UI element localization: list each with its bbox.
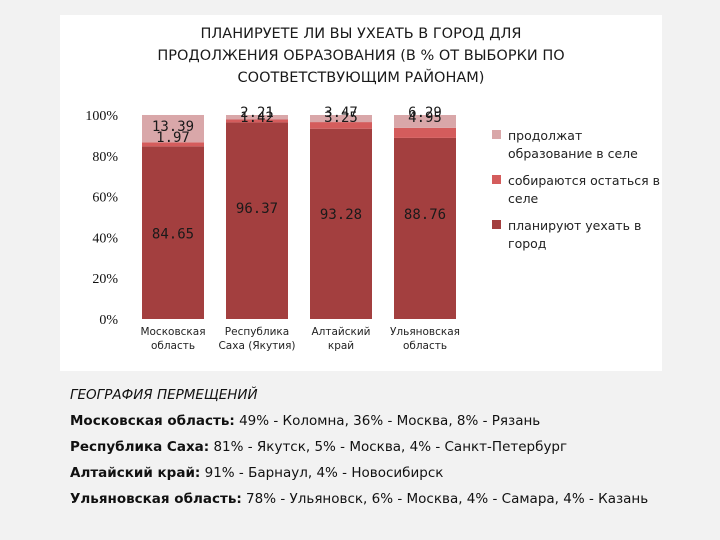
bar-segment [226, 119, 288, 123]
data-label-move-to-city: 93.28 [320, 207, 362, 223]
chart-title-line-1: ПЛАНИРУЕТЕ ЛИ ВЫ УХЕАТЬ В ГОРОД ДЛЯ [200, 26, 522, 42]
caption-region: Алтайский край: [70, 465, 201, 481]
data-label-continue-education: 13.39 [152, 119, 194, 135]
legend-label-stay-in-village: собираются остаться в селе [508, 173, 660, 206]
caption-text: 78% - Ульяновск, 6% - Москва, 4% - Самар… [241, 491, 649, 507]
chart-title-line-3: СООТВЕТСТВУЮЩИМ РАЙОНАМ) [237, 70, 485, 86]
y-tick-label: 20% [92, 272, 118, 287]
y-tick-label: 100% [85, 109, 118, 124]
legend-swatch-stay-in-village [492, 175, 501, 184]
data-label-stay-in-village: 1.42 [240, 110, 274, 126]
caption-row-ulyanovsk: Ульяновская область: 78% - Ульяновск, 6%… [70, 486, 710, 512]
legend-label-continue-education: продолжат образование в селе [508, 128, 638, 161]
category-label: область [403, 340, 447, 352]
bar-segment [226, 115, 288, 120]
data-label-stay-in-village: 1.97 [156, 130, 190, 146]
category-label: Республика [225, 326, 289, 338]
category-label: Саха (Якутия) [218, 340, 295, 352]
caption-region: Ульяновская область: [70, 491, 242, 507]
chart-panel: ПЛАНИРУЕТЕ ЛИ ВЫ УХЕАТЬ В ГОРОД ДЛЯ ПРОД… [60, 15, 662, 371]
category-label: область [151, 340, 195, 352]
category-label: Московская [140, 326, 205, 338]
caption-region: Московская область: [70, 413, 235, 429]
legend-swatch-move-to-city [492, 220, 501, 229]
data-label-move-to-city: 88.76 [404, 207, 446, 223]
data-label-move-to-city: 96.37 [236, 201, 278, 217]
y-tick-label: 40% [92, 231, 118, 246]
caption-row-moscow: Московская область: 49% - Коломна, 36% -… [70, 408, 710, 434]
bar-segment [394, 137, 456, 319]
bar-segment [226, 122, 288, 319]
data-label-stay-in-village: 3.25 [324, 110, 358, 126]
y-tick-label: 60% [92, 191, 118, 206]
bar-segment [310, 128, 372, 319]
caption-heading: ГЕОГРАФИЯ ПЕРМЕЩЕНИЙ [70, 387, 258, 403]
category-label: Алтайский [311, 326, 370, 338]
chart-title-line-2: ПРОДОЛЖЕНИЯ ОБРАЗОВАНИЯ (В % ОТ ВЫБОРКИ … [157, 48, 565, 64]
data-label-move-to-city: 84.65 [152, 227, 194, 243]
legend-label-move-to-city: планируют уехать в город [508, 218, 642, 251]
legend-swatch-continue-education [492, 130, 501, 139]
bar-segment [310, 115, 372, 123]
bar-segment [142, 114, 204, 143]
data-label-stay-in-village: 4.95 [408, 110, 442, 126]
caption-row-altai: Алтайский край: 91% - Барнаул, 4% - Ново… [70, 460, 710, 486]
caption-text: 91% - Барнаул, 4% - Новосибирск [200, 465, 444, 481]
caption-row-sakha: Республика Саха: 81% - Якутск, 5% - Моск… [70, 434, 710, 460]
y-tick-label: 0% [99, 313, 118, 328]
data-label-continue-education: 2.21 [240, 105, 274, 121]
bar-segment [394, 115, 456, 128]
data-label-continue-education: 3.47 [324, 105, 358, 121]
caption-text: 81% - Якутск, 5% - Москва, 4% - Санкт-Пе… [209, 439, 568, 455]
caption-text: 49% - Коломна, 36% - Москва, 8% - Рязань [234, 413, 541, 429]
caption-region: Республика Саха: [70, 439, 210, 455]
category-label: Ульяновская [390, 326, 460, 338]
bar-segment [310, 122, 372, 129]
bar-segment [142, 142, 204, 147]
category-label: край [328, 340, 354, 352]
bar-segment [394, 127, 456, 138]
y-tick-label: 80% [92, 150, 118, 165]
data-label-continue-education: 6.29 [408, 105, 442, 121]
bar-segment [142, 146, 204, 319]
caption: ГЕОГРАФИЯ ПЕРМЕЩЕНИЙ Московская область:… [70, 382, 710, 512]
